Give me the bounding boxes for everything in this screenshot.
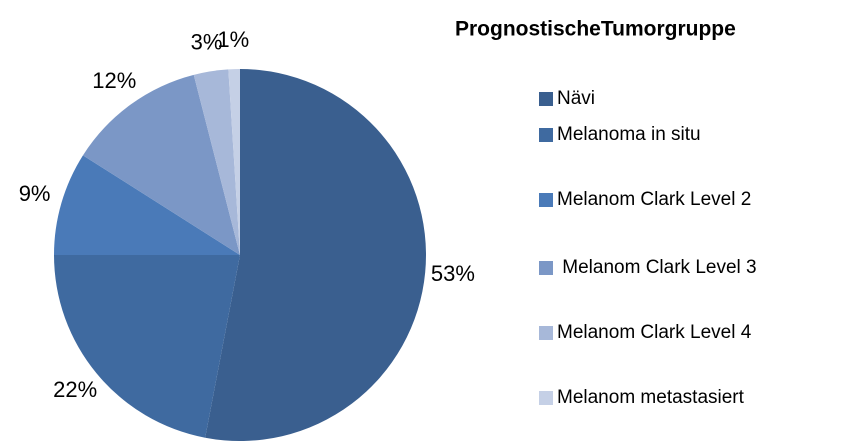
pie-slice: [82, 74, 240, 255]
legend-swatch: [539, 261, 553, 275]
legend-swatch: [539, 326, 553, 340]
pie-slice: [54, 155, 240, 255]
legend-swatch: [539, 391, 553, 405]
legend-label: Melanom Clark Level 2: [557, 189, 751, 210]
legend-label: Nävi: [557, 88, 595, 109]
legend-label: Melanom metastasiert: [557, 387, 745, 408]
data-label: 22%: [53, 377, 97, 402]
legend-swatch: [539, 193, 553, 207]
legend-swatch: [539, 128, 553, 142]
legend-title: PrognostischeTumorgruppe: [455, 18, 736, 41]
legend-swatch: [539, 92, 553, 106]
legend-label: Melanom Clark Level 3: [557, 257, 757, 278]
data-label: 1%: [217, 27, 249, 52]
data-label: 53%: [431, 261, 475, 286]
data-label: 12%: [92, 68, 136, 93]
pie-slice: [228, 69, 240, 255]
data-label: 3%: [191, 30, 223, 55]
pie-slice: [54, 255, 240, 438]
pie-slice: [193, 69, 240, 255]
legend-label: Melanom Clark Level 4: [557, 322, 752, 343]
data-label: 9%: [19, 181, 51, 206]
pie-slice: [205, 69, 427, 441]
legend-label: Melanoma in situ: [557, 124, 701, 145]
